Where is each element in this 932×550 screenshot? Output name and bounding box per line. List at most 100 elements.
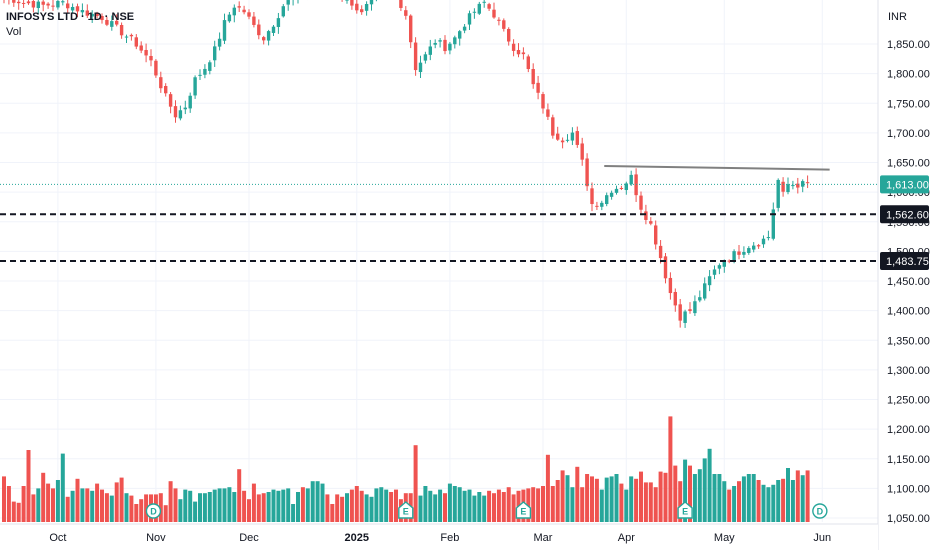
candle-body	[565, 139, 570, 141]
candle-body	[193, 77, 197, 96]
volume-bar	[443, 493, 447, 522]
price-axis[interactable]: INR 1,850.00 1,800.00 1,750.00 1,700.00 1,650…	[877, 0, 932, 550]
dividend-marker[interactable]: D	[145, 503, 162, 519]
volume-bar	[129, 495, 134, 522]
volume-bar	[634, 478, 639, 522]
volume-bar	[550, 486, 555, 522]
volume-bar	[6, 486, 11, 522]
volume-bar	[36, 488, 41, 522]
volume-bar	[737, 481, 741, 522]
candle-body	[80, 9, 85, 13]
candle-body	[247, 12, 251, 17]
price-tick-label: 1,350.00	[887, 335, 930, 347]
candle-body	[526, 56, 530, 70]
earnings-marker[interactable]: E	[677, 501, 693, 519]
volume-bar	[741, 476, 746, 522]
volume-indicator-label[interactable]: Vol	[6, 26, 22, 38]
candle-body	[26, 1, 31, 4]
volume-bar	[727, 489, 732, 522]
volume-bar	[335, 494, 340, 522]
volume-bar	[614, 474, 619, 522]
currency-label[interactable]: INR	[888, 11, 907, 23]
time-tick-label: 2025	[345, 532, 369, 544]
volume-bar	[585, 474, 590, 522]
candle-body	[732, 251, 736, 261]
candle-body	[639, 195, 643, 210]
candle-body	[124, 36, 129, 38]
candle-body	[129, 34, 134, 37]
candle-body	[203, 68, 207, 75]
candle-body	[413, 42, 418, 71]
volume-bar	[418, 495, 423, 522]
candle-body	[227, 14, 232, 22]
volume-bar	[266, 492, 271, 522]
price-tick-label: 1,650.00	[887, 158, 930, 170]
candle-body	[570, 132, 575, 141]
candle-body	[154, 60, 158, 76]
volume-bar	[124, 493, 129, 522]
time-axis[interactable]: Oct Nov Dec 2025 Feb Mar Apr May Jun	[0, 523, 878, 550]
volume-bar	[746, 474, 751, 522]
trendline-layer[interactable]	[604, 165, 830, 171]
horizontal-levels[interactable]	[0, 183, 878, 263]
candle-body	[678, 304, 682, 321]
candle-body	[134, 37, 138, 47]
candle-body	[796, 183, 800, 188]
volume-bar	[134, 504, 139, 522]
volume-bar	[75, 478, 80, 522]
volume-bar	[795, 470, 800, 522]
candle-body	[364, 3, 369, 11]
volume-bar	[506, 487, 511, 522]
volume-bar	[629, 476, 634, 522]
candle-body	[271, 26, 276, 33]
level-price-tag[interactable]: 1,562.60	[880, 205, 929, 224]
volume-bar	[2, 476, 6, 522]
candle-body	[369, 0, 374, 5]
volume-bar	[389, 492, 394, 522]
time-tick-label: Nov	[146, 532, 166, 544]
time-tick-label: Feb	[440, 532, 459, 544]
earnings-marker[interactable]: E	[515, 501, 532, 519]
level-price-tag[interactable]: 1,483.75	[880, 252, 929, 271]
candle-body	[502, 20, 506, 29]
candle-body	[276, 18, 281, 27]
price-axis-background	[878, 0, 932, 550]
candle-body	[546, 109, 550, 117]
candle-body	[61, 1, 65, 3]
resistance-trendline[interactable]	[604, 165, 830, 171]
volume-bar	[271, 489, 276, 522]
candle-body	[168, 94, 173, 107]
candle-body	[360, 9, 364, 13]
volume-bar	[761, 484, 766, 522]
volume-bar	[526, 488, 531, 522]
candle-body	[585, 158, 589, 187]
candle-body	[56, 0, 60, 8]
marker-letter: E	[520, 507, 526, 517]
volume-bar	[653, 487, 658, 522]
volume-bar	[369, 496, 374, 522]
candle-body	[428, 46, 432, 55]
candle-body	[423, 54, 428, 61]
candle-body	[443, 39, 447, 52]
volume-bar	[565, 475, 570, 522]
last-price-tag[interactable]: 1,613.00	[880, 175, 929, 194]
candle-body	[614, 188, 619, 193]
candle-body	[801, 181, 805, 187]
volume-bar	[688, 465, 692, 522]
candle-body	[85, 10, 89, 16]
volume-bar	[487, 490, 492, 522]
candle-body	[237, 6, 241, 8]
candle-body	[183, 107, 187, 110]
candle-body	[100, 16, 104, 21]
dividend-marker[interactable]: D	[812, 503, 828, 519]
volume-bar	[46, 483, 51, 522]
earnings-marker[interactable]: E	[398, 501, 414, 519]
volume-bar	[232, 492, 237, 522]
volume-bar	[349, 489, 354, 522]
candle-body	[232, 7, 236, 16]
symbol-title[interactable]: INFOSYS LTD · 1D · NSE	[6, 11, 135, 23]
time-tick-label: Mar	[534, 532, 553, 544]
candle-body	[286, 0, 290, 5]
